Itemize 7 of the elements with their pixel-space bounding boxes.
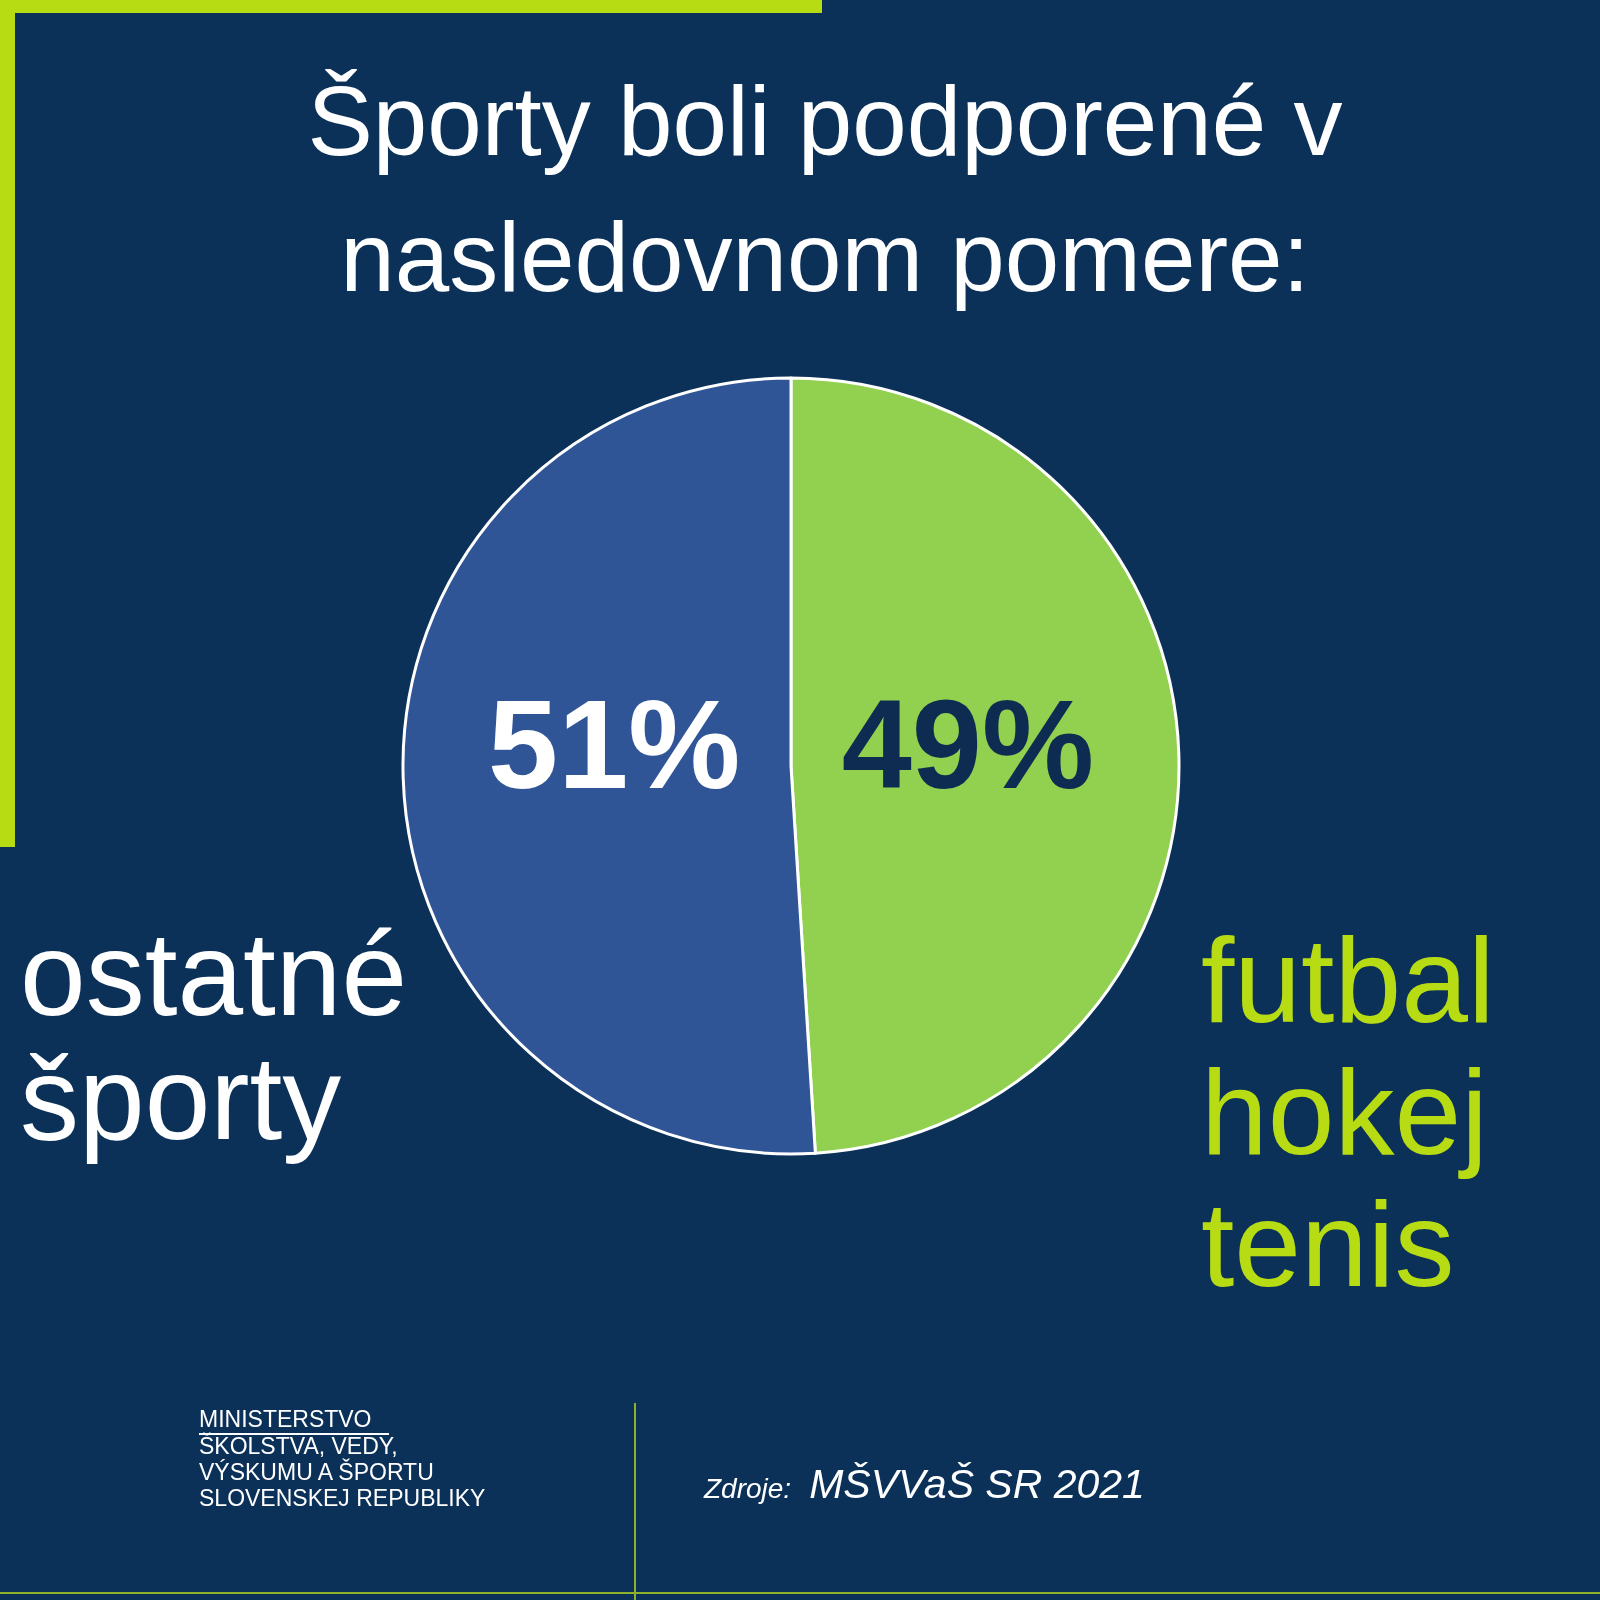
chart-title: Športy boli podporené v nasledovnom pomere: — [307, 66, 1343, 312]
data-label: 51% — [488, 673, 741, 815]
text: MINISTERSTVO ŠKOLSTVA, VEDY, VÝSKUMU A ŠPORTU SLOVENSKEJ REPUBLIKY — [199, 1406, 486, 1511]
text: Zdroje: MŠVVaŠ SR 2021 — [703, 1461, 1145, 1507]
slice-label: ostatné športy — [20, 908, 408, 1164]
data-label: 49% — [841, 673, 1094, 815]
slice-label: futbal hokej tenis — [1201, 913, 1495, 1311]
